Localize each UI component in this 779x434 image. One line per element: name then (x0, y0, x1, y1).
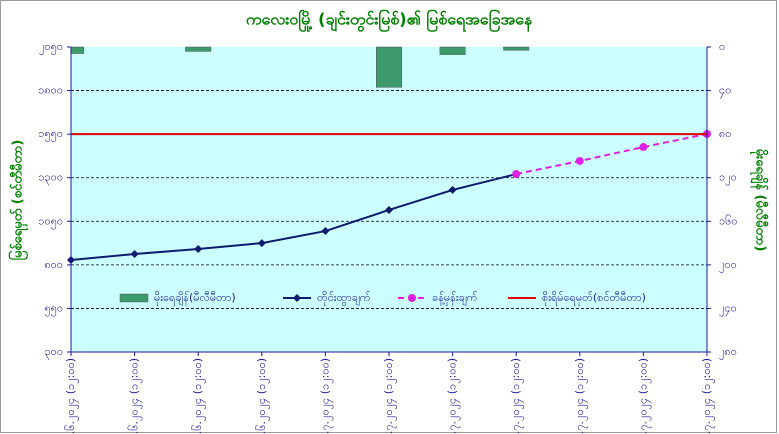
y-tick-label: ၁၈၀၀ (38, 84, 63, 97)
y2-tick-label: ၄၀ (719, 84, 731, 99)
legend-label: စိုးရိမ်ရေမှတ်(စင်တီမီတာ) (542, 291, 646, 306)
rain-bar (503, 46, 530, 51)
y2-tick-label: ၁၂၀ (719, 171, 737, 186)
marker (257, 239, 266, 248)
marker (512, 170, 521, 179)
y2-tick-label: ၂၄၀ (719, 301, 737, 316)
x-tick-label: ၇.၇.၂၀၂၄ (၁၂:၀၀) (700, 358, 715, 434)
y-tick-label: ၁၀၅၀ (38, 214, 63, 229)
y-tick-label: ၈၀၀ (44, 258, 63, 271)
line (515, 132, 708, 176)
x-tick-label: ၅.၇.၂၀၂၄ (၁၂:၀၀) (573, 358, 588, 434)
x-tick-label: ၃၀.၆.၂၀၂၄ (၁၂:၀၀) (255, 358, 270, 434)
x-tick-label: ၃.၇.၂၀၂၄ (၁၂:၀၀) (446, 358, 461, 434)
y-tick-label: ၅၅၀ (44, 301, 63, 316)
marker (385, 205, 393, 214)
plot-area (71, 47, 707, 352)
x-tick-label: ၂၉.၆.၂၀၂၄ (၁၂:၀၀) (191, 358, 206, 434)
y-axis-title: မြစ်ရေမှတ် (စင်တီမီတာ) (8, 140, 29, 261)
legend-swatch (119, 293, 149, 303)
marker (194, 244, 203, 253)
marker (130, 250, 139, 259)
legend-label: တိုင်းထွာချက် (317, 291, 371, 306)
x-tick-label: ၄.၇.၂၀၂၄ (၁၂:၀၀) (509, 358, 524, 434)
x-tick-label: ၂၈.၆.၂၀၂၄ (၁၂:၀၀) (128, 358, 143, 434)
x-tick-label: ၆.၇.၂၀၂၄ (၁၂:၀၀) (636, 358, 651, 434)
legend-marker (293, 294, 301, 302)
x-tick-label: ၂.၇.၂၀၂၄ (၁၂:၀၀) (382, 358, 397, 434)
y2-tick-label: ၂၀၀ (719, 258, 737, 273)
marker (575, 156, 584, 165)
rain-bar (439, 46, 466, 55)
rain-bar (70, 46, 84, 54)
y2-tick-label: ၁၆၀ (719, 214, 738, 227)
legend-label: ခန့်မှန်းချက် (432, 291, 478, 306)
x-tick-label: ၂၇.၆.၂၀၂၄ (၁၂:၀၀) (64, 358, 79, 434)
rain-bar (376, 46, 402, 88)
y2-axis-title: မိုးရေချိန် (မီလီမီတာ) (750, 149, 770, 252)
x-tick-label: ၁.၇.၂၀၂၄ (၁၂:၀၀) (318, 358, 333, 434)
y2-tick-label: ၂၈၀ (719, 345, 737, 360)
y2-tick-label: ၈၀ (719, 127, 731, 140)
y2-tick-label: ၀ (719, 40, 725, 53)
rain-bar (185, 46, 212, 52)
y-tick-label: ၁၃၀၀ (38, 171, 63, 186)
legend-marker (408, 294, 416, 302)
y-tick-label: ၂၀၅၀ (39, 40, 63, 55)
line (70, 173, 517, 261)
legend-label: မိုးရေချိန်(မီလီမီတာ) (154, 291, 236, 306)
marker (639, 143, 648, 152)
marker (448, 185, 457, 194)
y-tick-label: ၃၀၀ (44, 345, 63, 360)
marker (321, 227, 330, 236)
y-tick-label: ၁၅၅၀ (38, 127, 63, 142)
